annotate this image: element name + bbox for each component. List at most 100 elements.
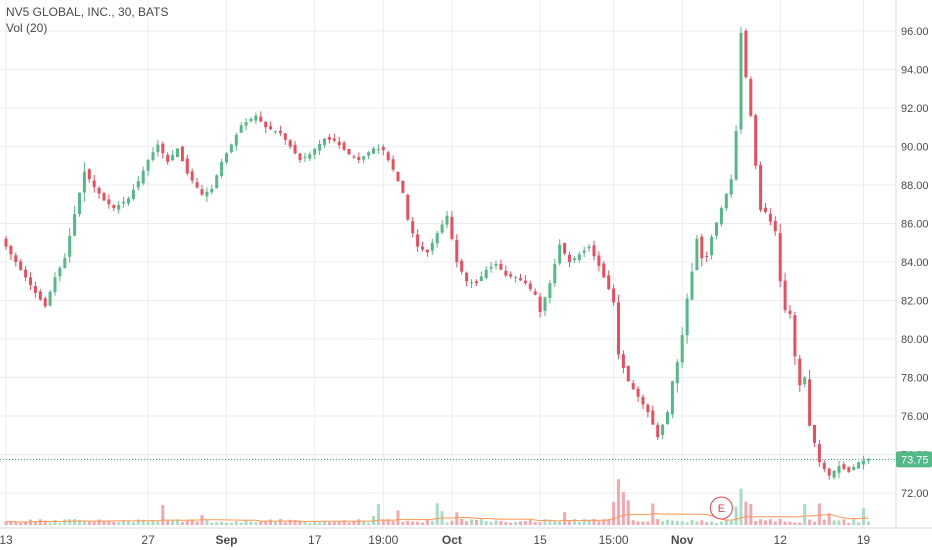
candle xyxy=(837,460,841,479)
candle xyxy=(63,253,67,269)
candle-body xyxy=(293,144,297,154)
candle-body xyxy=(19,261,23,270)
candle xyxy=(778,223,782,288)
candle xyxy=(695,234,699,271)
candle xyxy=(577,251,581,263)
candle-body xyxy=(808,379,812,426)
candle-body xyxy=(190,171,194,181)
candle-body xyxy=(568,254,571,262)
candle xyxy=(587,244,591,252)
candle-body xyxy=(215,175,219,189)
candle xyxy=(563,242,567,256)
volume-bar xyxy=(112,521,116,525)
candle-body xyxy=(239,125,243,133)
candle xyxy=(764,202,767,214)
candle xyxy=(617,294,620,360)
candle-body xyxy=(577,254,581,260)
candle-body xyxy=(445,215,449,225)
candle xyxy=(455,234,459,268)
candle-body xyxy=(455,239,459,262)
volume-bar xyxy=(239,522,243,525)
candle-body xyxy=(866,459,870,461)
candle xyxy=(690,263,694,301)
candle xyxy=(141,166,145,186)
candle xyxy=(14,252,18,267)
candle xyxy=(440,220,444,235)
candle-body xyxy=(514,277,518,279)
volume-bar xyxy=(617,479,620,525)
candle-body xyxy=(641,396,645,405)
candle xyxy=(710,234,714,260)
candle xyxy=(724,193,728,211)
volume-bar xyxy=(229,522,233,525)
candle-body xyxy=(827,468,831,476)
volume-bar xyxy=(161,504,165,525)
candle-body xyxy=(489,266,493,269)
candle xyxy=(97,185,101,199)
volume-bar xyxy=(514,521,518,525)
volume-bar xyxy=(558,520,562,525)
candle xyxy=(499,259,503,271)
candle xyxy=(29,272,32,290)
earnings-marker[interactable]: E xyxy=(709,496,733,520)
volume-bar xyxy=(553,520,557,525)
volume-bar xyxy=(778,519,782,525)
candle-body xyxy=(558,244,562,264)
price-axis[interactable]: 72.0074.0076.0078.0080.0082.0084.0086.00… xyxy=(901,26,929,500)
volume-bar xyxy=(92,521,96,525)
volume-bar xyxy=(450,520,454,525)
candle-body xyxy=(156,144,160,152)
volume-bar xyxy=(690,520,694,525)
volume-bar xyxy=(225,522,228,525)
candle xyxy=(641,394,645,410)
candle-body xyxy=(680,335,684,363)
candle xyxy=(200,185,204,196)
volume-bar xyxy=(455,512,459,525)
candle xyxy=(744,28,748,79)
candle-body xyxy=(195,182,199,188)
candle xyxy=(53,272,57,296)
candle xyxy=(798,354,802,392)
volume-bar xyxy=(151,520,155,525)
candle-body xyxy=(528,283,532,289)
volume-moving-average-line xyxy=(6,513,869,523)
candle xyxy=(225,152,228,165)
candle xyxy=(185,154,189,176)
candle xyxy=(666,410,669,425)
earnings-icon[interactable] xyxy=(709,496,733,520)
volume-bar xyxy=(332,521,336,525)
volume-indicator-label[interactable]: Vol (20) xyxy=(6,21,48,35)
candle-body xyxy=(519,278,522,281)
symbol-title[interactable]: NV5 GLOBAL, INC., 30, BATS xyxy=(6,5,169,19)
volume-bar xyxy=(391,521,395,525)
candle-body xyxy=(715,222,718,236)
candle-body xyxy=(749,79,753,116)
volume-bar xyxy=(14,522,18,525)
candle-body xyxy=(852,467,856,471)
candle xyxy=(381,144,385,156)
candle-body xyxy=(813,424,816,443)
candle-body xyxy=(376,149,380,151)
candle xyxy=(112,204,116,212)
candle-body xyxy=(136,181,140,188)
time-axis[interactable]: 13 27 Sep 17 19:00 Oct 15 15:00 Nov 12 19 xyxy=(0,533,870,547)
candle xyxy=(636,386,640,403)
candle-body xyxy=(82,171,86,193)
candle xyxy=(313,147,317,159)
volume-bar xyxy=(607,519,611,525)
candle xyxy=(749,76,753,118)
volume-bar xyxy=(734,506,738,525)
candle-body xyxy=(719,208,723,225)
price-tick-label: 82.00 xyxy=(901,296,929,308)
volume-bar xyxy=(548,519,552,525)
candle xyxy=(621,350,625,374)
candle xyxy=(813,424,816,447)
candle xyxy=(734,125,738,182)
volume-bar xyxy=(278,519,282,525)
candle xyxy=(264,121,268,133)
candle xyxy=(474,279,478,287)
volume-bar xyxy=(577,521,581,525)
candle-body xyxy=(171,155,175,161)
candle-body xyxy=(14,255,18,262)
